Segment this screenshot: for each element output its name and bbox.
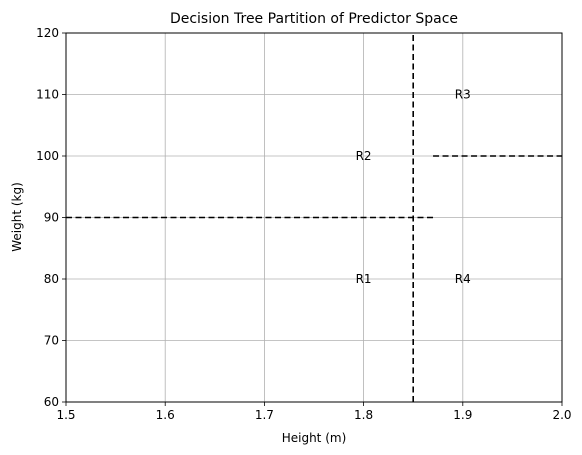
y-axis-ticks: 60 70 80 90 100 110 120: [36, 26, 66, 409]
x-tick-label: 1.6: [156, 408, 175, 422]
region-label: R4: [455, 272, 471, 286]
x-tick-label: 1.8: [354, 408, 373, 422]
x-tick-label: 1.5: [56, 408, 75, 422]
x-axis-ticks: 1.5 1.6 1.7 1.8 1.9 2.0: [56, 402, 572, 422]
y-tick-label: 100: [36, 149, 59, 163]
region-labels: R1 R2 R3 R4: [356, 88, 471, 287]
region-label: R3: [455, 88, 471, 102]
region-label: R2: [356, 149, 372, 163]
x-axis-label: Height (m): [282, 431, 347, 445]
x-tick-label: 2.0: [552, 408, 571, 422]
y-tick-label: 110: [36, 88, 59, 102]
y-tick-label: 60: [44, 395, 59, 409]
split-lines: [66, 33, 562, 402]
chart-title: Decision Tree Partition of Predictor Spa…: [170, 11, 458, 27]
y-axis-label: Weight (kg): [10, 182, 24, 252]
y-tick-label: 80: [44, 272, 59, 286]
x-tick-label: 1.7: [255, 408, 274, 422]
y-tick-label: 70: [44, 334, 59, 348]
y-tick-label: 120: [36, 26, 59, 40]
region-label: R1: [356, 272, 372, 286]
x-tick-label: 1.9: [453, 408, 472, 422]
y-tick-label: 90: [44, 211, 59, 225]
